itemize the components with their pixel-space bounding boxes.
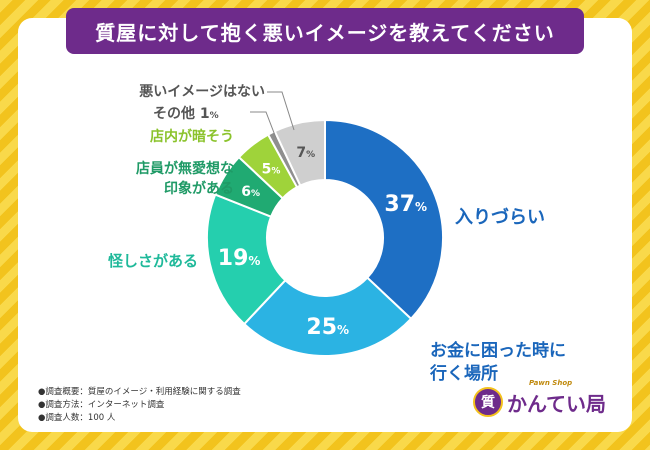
note-line-1: ●調査概要：質屋のイメージ・利用経験に関する調査: [38, 387, 241, 397]
label-sonota: その他 1%: [153, 105, 219, 122]
pct-label-okane: 25%: [306, 315, 349, 340]
slice-iri: [324, 118, 444, 321]
label-sonota-text: その他: [153, 105, 195, 122]
label-iri: 入りづらい: [455, 207, 545, 228]
slice-ayashisa: [206, 193, 287, 326]
brand-logo: 質 Pawn Shop かんてい局: [473, 379, 606, 417]
leader-warui-nai: [267, 91, 295, 131]
slice-okane: [242, 276, 413, 357]
logo-mark-icon: 質: [473, 387, 503, 417]
leader-sonota: [250, 111, 277, 139]
card-panel: [18, 18, 632, 432]
pct-label-iri: 37%: [384, 192, 427, 217]
logo-text: Pawn Shop かんてい局: [507, 379, 606, 417]
logo-sub: Pawn Shop: [529, 378, 573, 387]
pct-label-warui-nai: 7%: [296, 145, 315, 161]
survey-notes: ●調査概要：質屋のイメージ・利用経験に関する調査 ●調査方法：インターネット調査…: [38, 386, 241, 425]
logo-name: かんてい局: [507, 391, 606, 416]
pct-label-kurai: 5%: [262, 161, 281, 177]
label-tenin-line2: 印象がある: [164, 180, 234, 197]
label-kurai: 店内が暗そう: [150, 128, 234, 145]
slice-warui-nai: [273, 118, 326, 187]
pct-label-ayashisa: 19%: [218, 246, 261, 271]
label-sonota-value: 1: [200, 106, 210, 122]
label-warui-nai: 悪いイメージはない: [139, 84, 265, 100]
note-line-3: ●調査人数：100 人: [38, 413, 116, 423]
label-okane-line1: お金に困った時に: [430, 340, 566, 361]
label-okane-line2: 行く場所: [429, 363, 498, 384]
pct-label-tenin: 6%: [241, 184, 260, 200]
note-line-2: ●調査方法：インターネット調査: [38, 400, 165, 410]
label-ayashisa: 怪しさがある: [108, 252, 198, 270]
label-tenin-line1: 店員が無愛想な: [136, 160, 234, 177]
